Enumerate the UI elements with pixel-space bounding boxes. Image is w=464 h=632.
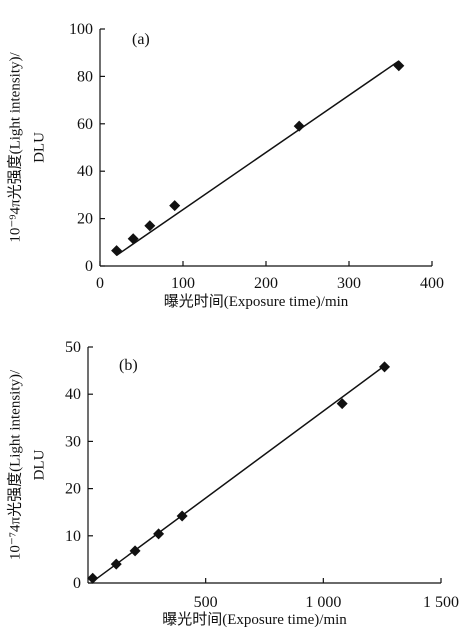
x-tick-label: 200	[254, 275, 278, 292]
y-axis-title-line2: DLU	[31, 132, 47, 163]
data-point	[336, 398, 348, 410]
fit-line	[92, 365, 385, 583]
y-axis-title-line2: DLU	[31, 449, 47, 480]
panel-label: (a)	[132, 31, 150, 48]
y-tick-label: 40	[77, 163, 93, 180]
data-point	[153, 528, 165, 540]
x-tick-label: 400	[420, 275, 444, 292]
data-point	[144, 220, 156, 232]
y-tick-label: 0	[73, 575, 81, 592]
panel-label: (b)	[119, 357, 138, 374]
y-tick-label: 20	[65, 481, 81, 498]
y-tick-label: 40	[65, 386, 81, 403]
data-point	[111, 245, 123, 257]
y-tick-label: 20	[77, 211, 93, 228]
data-point	[169, 200, 181, 212]
x-tick-label: 500	[194, 594, 218, 611]
data-point	[393, 60, 405, 72]
y-tick-label: 60	[77, 116, 93, 133]
data-point	[129, 545, 141, 557]
data-point	[87, 572, 99, 584]
y-tick-label: 10	[65, 528, 81, 545]
y-tick-label: 0	[85, 258, 93, 275]
x-tick-label: 1 000	[305, 594, 341, 611]
fit-line	[116, 60, 400, 256]
y-axis-title-line1: 10⁻⁹4π光强度(Light intensity)/	[6, 52, 23, 243]
data-point	[127, 233, 139, 245]
x-tick-label: 0	[96, 275, 104, 292]
x-axis-title: 曝光时间(Exposure time)/min	[162, 611, 347, 628]
x-tick-label: 300	[337, 275, 361, 292]
data-point	[293, 120, 305, 132]
y-tick-label: 100	[69, 21, 93, 38]
data-point	[176, 510, 188, 522]
data-point	[110, 558, 122, 570]
x-tick-label: 100	[171, 275, 195, 292]
y-tick-label: 50	[65, 339, 81, 356]
data-point	[379, 361, 391, 373]
x-axis-title: 曝光时间(Exposure time)/min	[164, 293, 349, 310]
y-axis-title-line1: 10⁻⁷4π光强度(Light intensity)/	[6, 369, 23, 560]
y-tick-label: 80	[77, 68, 93, 85]
y-tick-label: 30	[65, 433, 81, 450]
x-tick-label: 1 500	[423, 594, 459, 611]
